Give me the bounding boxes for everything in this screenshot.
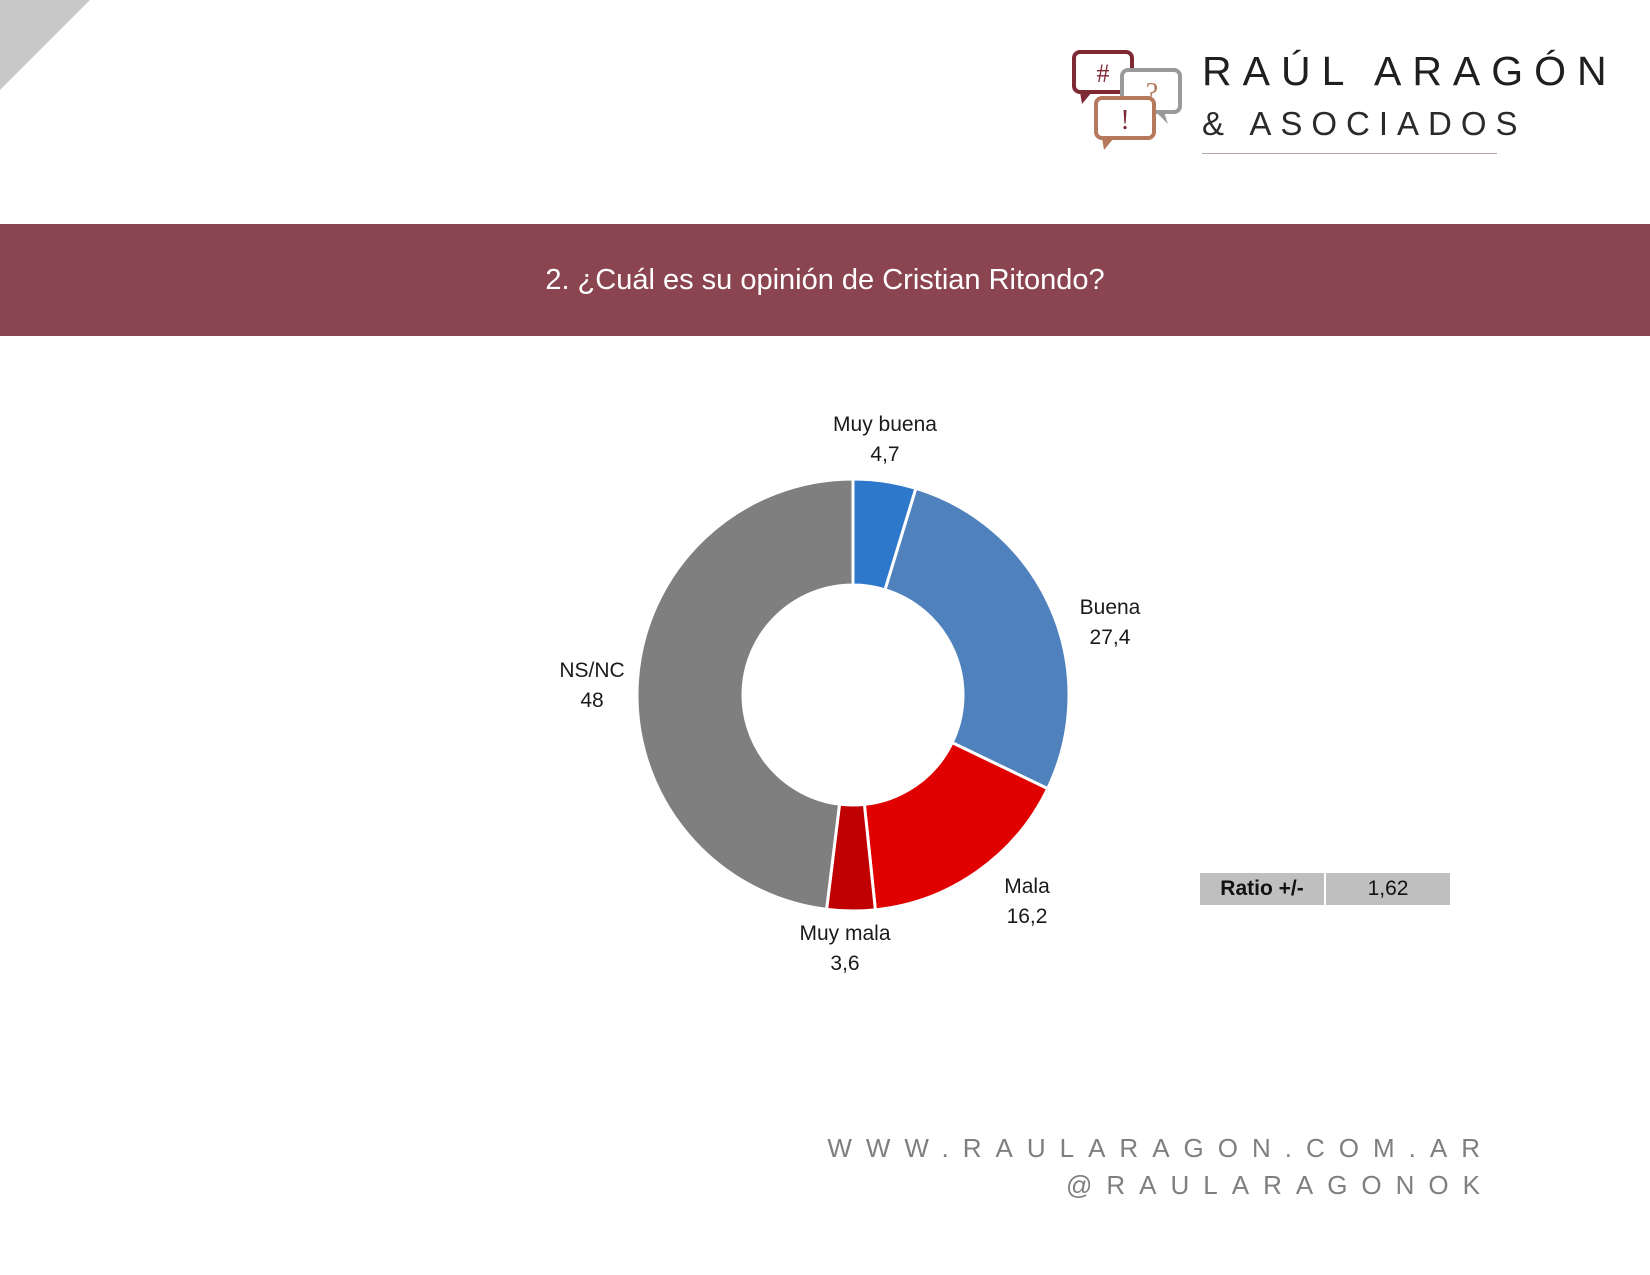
donut-slice-buena (883, 486, 1071, 791)
donut-slice-ns-nc (635, 477, 855, 912)
category-label: Mala (1004, 875, 1050, 898)
category-label: Muy buena (833, 413, 937, 436)
exclamation-bubble-icon: ! (1094, 96, 1156, 150)
corner-decoration (0, 0, 90, 90)
value-label: 4,7 (870, 443, 900, 466)
donut-slice-mala (862, 740, 1050, 912)
title-band: 2. ¿Cuál es su opinión de Cristian Riton… (0, 224, 1650, 336)
value-label: 27,4 (1089, 626, 1131, 649)
brand-divider (1202, 153, 1497, 154)
value-label: 48 (580, 689, 604, 712)
category-label: Buena (1079, 596, 1141, 619)
ratio-value: 1,62 (1326, 873, 1450, 905)
ratio-divider (1324, 873, 1326, 905)
data-label-muy-buena: Muy buena 4,7 (833, 410, 937, 470)
donut-chart (635, 477, 1071, 913)
ratio-box: Ratio +/- 1,62 (1200, 873, 1450, 905)
data-label-buena: Buena 27,4 (1080, 593, 1141, 653)
hash-glyph: # (1097, 59, 1110, 88)
category-label: Muy mala (799, 922, 891, 945)
footer-handle[interactable]: @RAULARAGONOK (1066, 1170, 1494, 1200)
brand-subtitle: & ASOCIADOS (1202, 105, 1527, 142)
data-label-muy-mala: Muy mala 3,6 (799, 919, 890, 979)
footer-website[interactable]: WWW.RAULARAGON.COM.AR (827, 1133, 1494, 1163)
ratio-label: Ratio +/- (1200, 873, 1324, 905)
exclamation-glyph: ! (1120, 105, 1129, 136)
value-label: 3,6 (830, 952, 860, 975)
page-title: 2. ¿Cuál es su opinión de Cristian Riton… (545, 263, 1105, 296)
data-label-mala: Mala 16,2 (1004, 872, 1050, 932)
brand-name: RAÚL ARAGÓN (1202, 48, 1618, 94)
data-label-ns-nc: NS/NC 48 (559, 656, 624, 716)
logo-speech-bubbles-icon: # ? ! (1072, 50, 1182, 150)
category-label: NS/NC (559, 659, 625, 682)
value-label: 16,2 (1006, 905, 1048, 928)
